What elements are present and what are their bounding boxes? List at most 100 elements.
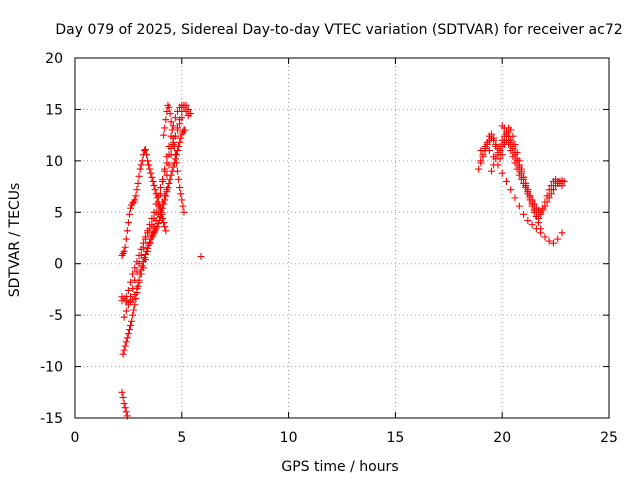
data-point [166, 110, 174, 118]
data-point [147, 169, 155, 177]
data-point [163, 186, 171, 194]
data-point [547, 190, 555, 198]
data-point [549, 239, 557, 247]
data-point [507, 126, 515, 134]
data-point [150, 182, 158, 190]
data-point [129, 311, 137, 319]
data-point [158, 210, 166, 218]
y-tick-label: -15 [40, 411, 63, 427]
x-tick-labels: 0 5 10 15 20 25 [71, 430, 618, 446]
data-point [162, 116, 170, 124]
data-point [554, 235, 562, 243]
y-tick-labels: -15 -10 -5 0 5 10 15 20 [40, 51, 63, 427]
data-point [475, 165, 483, 173]
data-point [136, 165, 144, 173]
y-tick-label: 20 [45, 51, 63, 67]
x-tick-label: 0 [71, 430, 80, 446]
y-tick-label: 10 [45, 154, 63, 170]
data-point [131, 291, 139, 299]
data-point [127, 293, 135, 301]
data-point [165, 179, 173, 187]
data-point [176, 138, 184, 146]
data-point [133, 268, 141, 276]
data-point [160, 219, 168, 227]
data-point [537, 210, 545, 218]
data-point [178, 107, 186, 115]
data-point [150, 208, 158, 216]
data-point [197, 253, 205, 261]
data-point [122, 408, 130, 416]
data-point [124, 301, 132, 309]
data-point [488, 130, 496, 138]
data-point [483, 138, 491, 146]
data-point [180, 208, 188, 216]
data-point [182, 101, 190, 109]
data-point [171, 114, 179, 122]
data-point [169, 122, 177, 130]
data-point [130, 306, 138, 314]
data-point [134, 179, 142, 187]
data-point [144, 247, 152, 255]
y-tick-label: 5 [54, 205, 63, 221]
data-point [492, 155, 500, 163]
data-point [161, 167, 169, 175]
data-point [159, 175, 167, 183]
data-point [537, 225, 545, 233]
data-point [184, 105, 192, 113]
y-tick-label: 15 [45, 102, 63, 118]
data-point [558, 182, 566, 190]
data-point [165, 161, 173, 169]
data-point [160, 131, 168, 139]
data-point [532, 212, 540, 220]
data-point [146, 165, 154, 173]
chart-title: Day 079 of 2025, Sidereal Day-to-day VTE… [55, 22, 622, 38]
data-point [144, 227, 152, 235]
data-point [172, 159, 180, 167]
data-point [520, 173, 528, 181]
data-point [140, 147, 148, 155]
data-point [120, 313, 128, 321]
data-point [477, 147, 485, 155]
data-point [129, 270, 137, 278]
data-point [524, 217, 532, 225]
data-point [541, 198, 549, 206]
data-point [137, 270, 145, 278]
data-point [179, 202, 187, 210]
data-point [127, 278, 135, 286]
data-point [125, 210, 133, 218]
data-point [547, 182, 555, 190]
data-series [118, 101, 568, 420]
y-tick-label: -10 [40, 360, 63, 376]
data-point [166, 175, 174, 183]
data-point [137, 161, 145, 169]
data-point [175, 175, 183, 183]
data-point [498, 151, 506, 159]
data-point [539, 204, 547, 212]
data-point [146, 239, 154, 247]
data-point [119, 393, 127, 401]
data-point [167, 118, 175, 126]
data-point [131, 264, 139, 272]
data-point [485, 147, 493, 155]
data-point [139, 243, 147, 251]
data-point [162, 227, 170, 235]
data-point [481, 142, 489, 150]
data-point [120, 247, 128, 255]
data-point [135, 278, 143, 286]
data-point [127, 204, 135, 212]
data-point [558, 229, 566, 237]
data-point [517, 167, 525, 175]
data-point [149, 177, 157, 185]
data-point [163, 171, 171, 179]
data-point [498, 169, 506, 177]
data-point [522, 179, 530, 187]
data-point [144, 157, 152, 165]
data-point [129, 284, 137, 292]
data-point [159, 214, 167, 222]
data-point [524, 186, 532, 194]
data-point [181, 126, 189, 134]
y-tick-label: 0 [54, 257, 63, 273]
data-point [143, 151, 151, 159]
data-point [128, 317, 136, 325]
